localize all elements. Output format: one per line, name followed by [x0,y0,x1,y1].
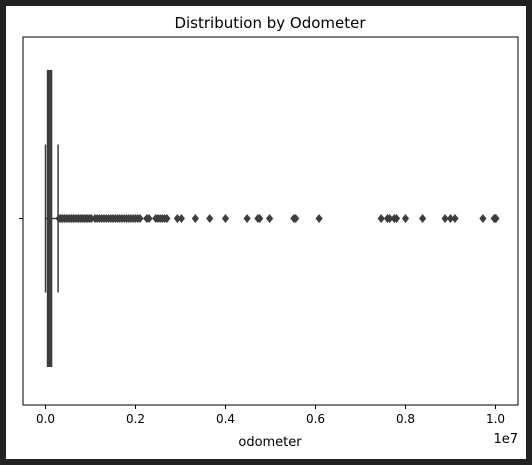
outlier-point [419,214,427,223]
outlier-point [256,214,264,223]
boxplot-chart: Distribution by Odometer 0.0 0.2 0.4 0.6 0.8… [19,14,519,450]
x-axis-offset-label: 1e7 [493,432,518,447]
outlier-point [243,214,251,223]
outlier-point [377,214,385,223]
plot-area [44,70,500,367]
outlier-point [163,214,171,223]
x-tick-label: 0.2 [126,412,145,426]
outlier-point [191,214,199,223]
axes-frame [22,36,519,406]
x-tick-label: 1.0 [486,412,505,426]
x-tick-label: 0.8 [396,412,415,426]
outlier-point [206,214,214,223]
outlier-point [136,214,144,223]
x-tick-label: 0.0 [36,412,55,426]
x-axis: 0.0 0.2 0.4 0.6 0.8 1.0 [36,405,505,426]
outlier-point [492,214,500,223]
outlier-point [441,214,449,223]
x-axis-label: odometer [238,435,302,450]
x-tick-label: 0.6 [306,412,325,426]
outlier-point [145,214,153,223]
chart-title: Distribution by Odometer [174,14,366,32]
x-tick-label: 0.4 [216,412,235,426]
outlier-point [479,214,487,223]
chart-figure: Distribution by Odometer 0.0 0.2 0.4 0.6 0.8… [6,6,526,459]
outlier-point [401,214,410,223]
outlier-point [392,214,401,223]
outlier-point [451,214,459,223]
outlier-point [266,214,274,223]
outlier-point [292,214,300,223]
outlier-point [221,214,230,223]
outlier-point [177,214,185,223]
outlier-point [315,214,323,223]
